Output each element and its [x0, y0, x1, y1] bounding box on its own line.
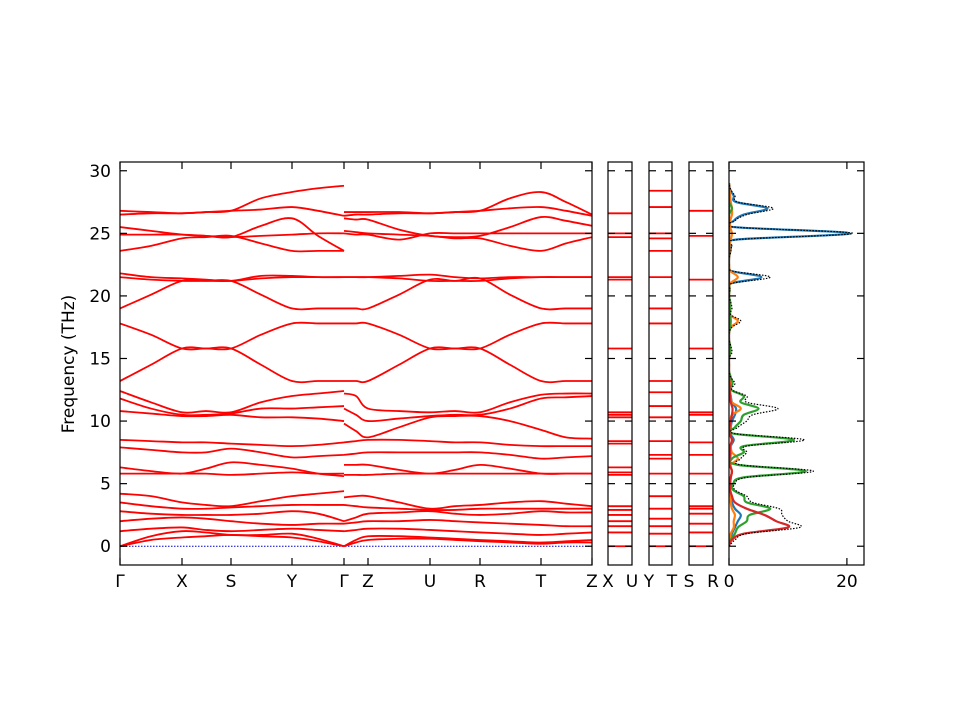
dos-line — [729, 183, 807, 547]
x-tick-label: Y — [286, 572, 298, 592]
x-tick-label: Z — [362, 572, 374, 592]
x-tick-label: S — [684, 572, 695, 592]
x-tick-label: R — [707, 572, 719, 592]
x-tick-label: Y — [643, 572, 655, 592]
band-line — [120, 510, 592, 523]
band-line — [120, 184, 592, 216]
x-tick-label: U — [424, 572, 436, 592]
panel-frame — [688, 161, 714, 566]
x-tick-label: 0 — [724, 572, 735, 592]
plot-area — [120, 184, 592, 548]
band-line — [120, 395, 592, 423]
plot-area — [608, 212, 632, 548]
x-tick-label: Γ — [115, 572, 125, 592]
x-tick-label: U — [626, 572, 638, 592]
x-tick-label: 20 — [836, 572, 858, 592]
y-tick-label: 30 — [89, 162, 111, 182]
panel-frame — [119, 161, 593, 566]
band-line — [120, 321, 592, 351]
plot-area — [729, 183, 854, 547]
x-tick-label: Z — [586, 572, 598, 592]
y-tick-label: 5 — [100, 475, 111, 495]
band-line — [120, 534, 592, 548]
x-tick-label: R — [474, 572, 486, 592]
y-tick-label: 20 — [89, 287, 111, 307]
band-line — [120, 501, 592, 511]
band-line — [120, 276, 592, 310]
x-tick-label: X — [176, 572, 188, 592]
band-line — [120, 229, 592, 253]
band-line — [120, 206, 592, 217]
dos-line — [729, 183, 851, 547]
plot-area — [649, 189, 672, 548]
panel-frame — [607, 161, 633, 566]
band-line — [120, 346, 592, 384]
dos-line — [729, 183, 791, 547]
y-tick-label: 15 — [89, 349, 111, 369]
band-line — [120, 276, 592, 311]
band-line — [120, 390, 592, 414]
band-line — [120, 471, 592, 476]
panel-frame — [728, 161, 865, 566]
y-tick-label: 0 — [100, 537, 111, 557]
panel-frame — [648, 161, 673, 566]
band-line — [120, 446, 592, 460]
x-tick-label: Γ — [339, 572, 349, 592]
band-line — [120, 526, 592, 536]
x-tick-label: T — [535, 572, 547, 592]
plot-area — [689, 209, 713, 548]
band-line — [120, 530, 592, 548]
band-line — [120, 438, 592, 448]
y-axis-label: Frequency (THz) — [59, 295, 79, 434]
band-line — [120, 490, 592, 510]
x-tick-label: T — [666, 572, 678, 592]
x-tick-label: X — [602, 572, 614, 592]
panel: 0 20 — [724, 161, 865, 592]
band-line — [120, 516, 592, 528]
y-tick-label: 25 — [89, 224, 111, 244]
band-line — [120, 410, 592, 440]
band-line — [120, 231, 592, 241]
x-tick-label: S — [226, 572, 237, 592]
y-tick-label: 10 — [89, 412, 111, 432]
